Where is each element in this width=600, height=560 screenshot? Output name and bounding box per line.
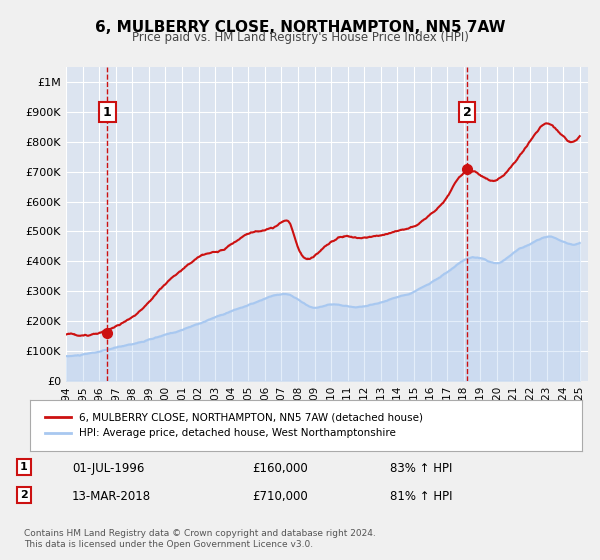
Text: 2: 2 bbox=[463, 105, 472, 119]
Text: £160,000: £160,000 bbox=[252, 462, 308, 475]
Text: 6, MULBERRY CLOSE, NORTHAMPTON, NN5 7AW: 6, MULBERRY CLOSE, NORTHAMPTON, NN5 7AW bbox=[95, 20, 505, 35]
Text: 81% ↑ HPI: 81% ↑ HPI bbox=[390, 490, 452, 503]
Legend: 6, MULBERRY CLOSE, NORTHAMPTON, NN5 7AW (detached house), HPI: Average price, de: 6, MULBERRY CLOSE, NORTHAMPTON, NN5 7AW … bbox=[41, 409, 427, 442]
Text: 1: 1 bbox=[103, 105, 112, 119]
Text: 01-JUL-1996: 01-JUL-1996 bbox=[72, 462, 145, 475]
Text: 1: 1 bbox=[20, 462, 28, 472]
Text: Price paid vs. HM Land Registry's House Price Index (HPI): Price paid vs. HM Land Registry's House … bbox=[131, 31, 469, 44]
Text: 83% ↑ HPI: 83% ↑ HPI bbox=[390, 462, 452, 475]
Text: 13-MAR-2018: 13-MAR-2018 bbox=[72, 490, 151, 503]
Text: Contains HM Land Registry data © Crown copyright and database right 2024.
This d: Contains HM Land Registry data © Crown c… bbox=[24, 529, 376, 549]
Text: £710,000: £710,000 bbox=[252, 490, 308, 503]
Text: 2: 2 bbox=[20, 490, 28, 500]
